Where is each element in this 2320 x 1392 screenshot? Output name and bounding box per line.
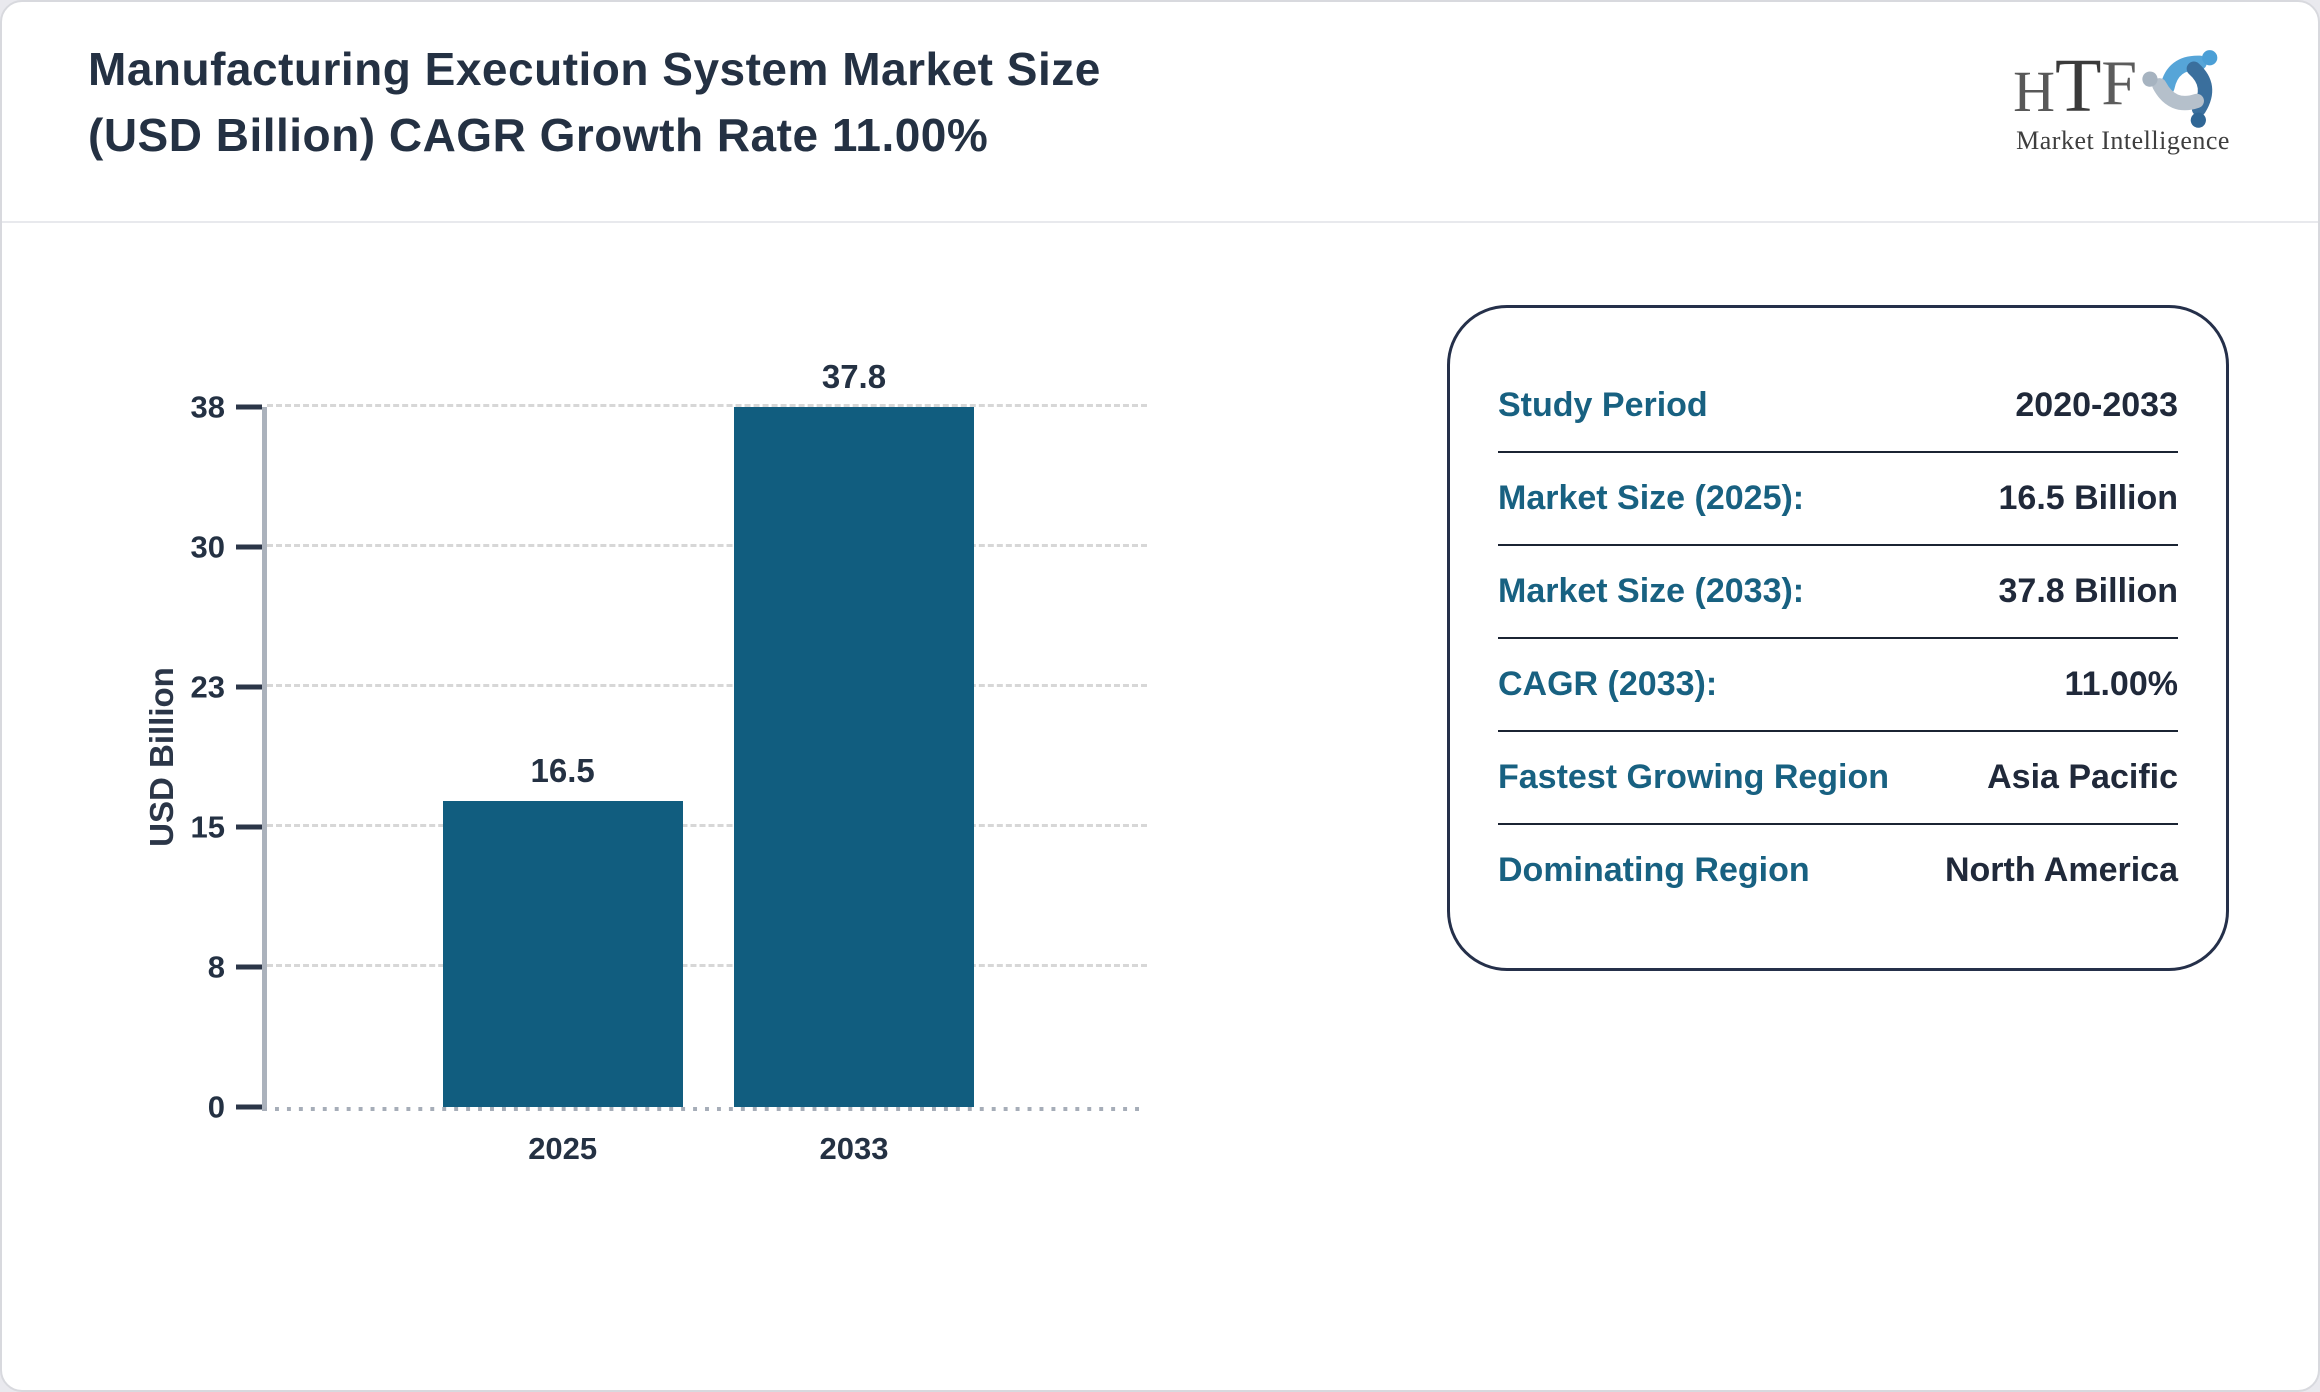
info-row-value: 11.00% [2064, 665, 2178, 703]
y-tick-mark [236, 1104, 262, 1110]
info-panel-row: Study Period 2020-2033 [1498, 360, 2178, 453]
htf-letter-f: F [2101, 47, 2137, 118]
info-panel-row: CAGR (2033): 11.00% [1498, 639, 2178, 732]
page-title-line-1: Manufacturing Execution System Market Si… [88, 43, 1101, 95]
y-tick-label: 30 [190, 529, 225, 565]
info-row-value: 16.5 Billion [1998, 479, 2179, 517]
info-panel-row: Dominating Region North America [1498, 825, 2178, 916]
bar-value-label: 16.5 [530, 752, 595, 790]
info-row-value: 2020-2033 [2015, 386, 2178, 424]
y-tick-label: 23 [190, 669, 225, 705]
gridline [267, 964, 1147, 967]
y-tick-mark [236, 544, 262, 550]
info-row-label: Study Period [1498, 386, 1708, 424]
x-axis-label: 2025 [528, 1131, 598, 1166]
gridline [267, 824, 1147, 827]
gridline [267, 404, 1147, 407]
bar-value-label: 37.8 [821, 358, 887, 395]
info-panel-row: Market Size (2025): 16.5 Billion [1498, 453, 2178, 546]
plot-area: 0 8 15 23 30 38 16.5 2025 37.8 2033 [191, 360, 1147, 1164]
x-axis-label: 2033 [819, 1131, 889, 1166]
logo-swirl-icon [2142, 50, 2218, 128]
htf-logo-caption: Market Intelligence [2016, 126, 2230, 155]
bar-2025 [442, 801, 683, 1107]
y-tick-mark [236, 404, 262, 410]
info-row-value: Asia Pacific [1987, 758, 2178, 796]
header-divider [2, 221, 2318, 223]
y-tick-mark [236, 684, 262, 690]
y-tick-label: 0 [207, 1089, 225, 1125]
y-tick-label: 8 [207, 949, 225, 985]
info-row-label: Fastest Growing Region [1498, 758, 1890, 796]
info-row-label: Dominating Region [1498, 851, 1810, 889]
info-row-label: Market Size (2025): [1498, 479, 1805, 517]
info-row-value: North America [1944, 851, 2178, 889]
y-tick-mark [236, 824, 262, 830]
gridline [267, 544, 1147, 547]
y-tick-mark [236, 964, 262, 970]
info-row-value: 37.8 Billion [1998, 572, 2179, 610]
info-row-label: CAGR (2033): [1498, 665, 1718, 703]
page-title-line-2: (USD Billion) CAGR Growth Rate 11.00% [88, 109, 989, 161]
y-tick-label: 38 [190, 389, 225, 425]
y-tick-label: 15 [190, 809, 225, 845]
page-title: Manufacturing Execution System Market Si… [88, 36, 1101, 168]
info-row-label: Market Size (2033): [1498, 572, 1805, 610]
htf-letter-h: H [2013, 59, 2055, 124]
bar-2033 [733, 407, 975, 1107]
info-panel-row: Market Size (2033): 37.8 Billion [1498, 546, 2178, 639]
info-panel-row: Fastest Growing Region Asia Pacific [1498, 732, 2178, 825]
htf-letter-t: T [2054, 44, 2102, 128]
info-panel: Study Period 2020-2033 Market Size (2025):… [1447, 305, 2229, 971]
gridline [267, 684, 1147, 687]
